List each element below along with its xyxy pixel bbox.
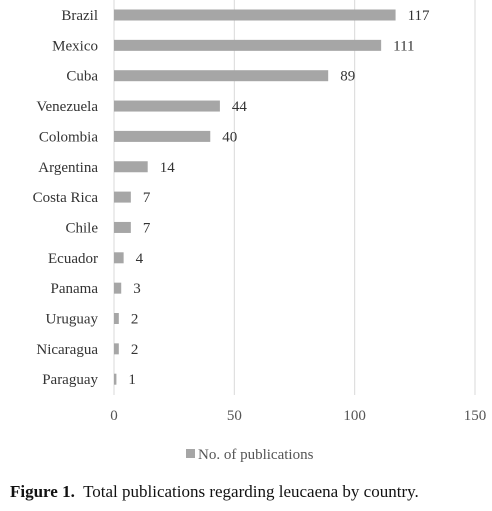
data-label: 7 [143, 190, 151, 206]
bar [114, 70, 329, 82]
data-label: 14 [160, 160, 176, 176]
category-label: Costa Rica [33, 190, 99, 206]
bar [114, 100, 220, 112]
bar-chart: 0 50 100 150 Brazil 117 Mexico 111 Cuba 89 Venezue… [33, 0, 487, 463]
bar [114, 282, 122, 294]
category-label: Panama [51, 281, 99, 297]
legend-swatch [186, 449, 195, 458]
data-label: 44 [232, 99, 248, 115]
data-label: 3 [133, 281, 141, 297]
caption-label: Figure 1. [10, 482, 75, 501]
data-label: 2 [131, 312, 139, 328]
bar [114, 313, 119, 324]
x-tick-label: 0 [110, 408, 118, 424]
category-label: Mexico [52, 38, 98, 54]
bar [114, 39, 382, 51]
data-label: 2 [131, 342, 139, 358]
category-label: Colombia [39, 129, 99, 145]
bar [114, 343, 119, 355]
legend-label: No. of publications [198, 447, 314, 463]
x-tick-label: 100 [343, 408, 366, 424]
data-label: 89 [340, 69, 355, 85]
category-label: Cuba [66, 69, 98, 85]
bar [114, 191, 131, 203]
bar [114, 373, 117, 385]
chart-area: 0 50 100 150 Brazil 117 Mexico 111 Cuba 89 Venezue… [33, 0, 487, 463]
category-label: Uruguay [46, 312, 99, 328]
category-label: Paraguay [42, 372, 98, 388]
category-label: Ecuador [48, 251, 98, 267]
category-label: Chile [66, 220, 99, 236]
figure-caption: Figure 1. Total publications regarding l… [10, 482, 419, 502]
x-tick-label: 50 [227, 408, 242, 424]
caption-text: Total publications regarding leucaena by… [83, 482, 419, 501]
bar [114, 130, 211, 142]
data-label: 7 [143, 220, 151, 236]
bar [114, 161, 148, 173]
category-label: Argentina [38, 160, 98, 176]
bar [114, 221, 131, 233]
x-tick-label: 150 [464, 408, 487, 424]
data-label: 40 [222, 129, 237, 145]
data-label: 111 [393, 38, 414, 54]
category-label: Nicaragua [36, 342, 98, 358]
data-label: 117 [408, 8, 430, 24]
data-label: 1 [128, 372, 136, 388]
bar [114, 252, 124, 264]
bar [114, 9, 396, 21]
category-label: Brazil [61, 8, 98, 24]
data-label: 4 [136, 251, 144, 267]
category-label: Venezuela [36, 99, 98, 115]
